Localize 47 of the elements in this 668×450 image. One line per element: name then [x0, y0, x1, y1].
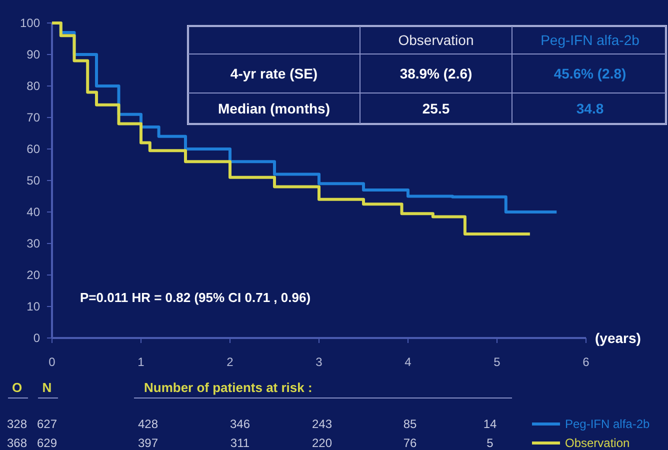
text: 5	[486, 436, 494, 450]
x-tick-label: 4	[404, 355, 412, 369]
y-tick-label: 30	[26, 236, 40, 250]
annotation: 4-yr rate (SE)	[230, 66, 318, 82]
x-tick-label: 5	[494, 355, 501, 369]
y-tick-label: 40	[26, 205, 40, 219]
annotation: Median (months)	[218, 100, 330, 116]
text: 328	[6, 417, 28, 431]
text: 368	[6, 436, 28, 450]
text: N	[42, 380, 52, 395]
annotation: 25.5	[422, 100, 450, 116]
y-tick-label: 100	[20, 16, 40, 30]
legend-label: Peg-IFN alfa-2b	[565, 417, 650, 431]
y-tick-label: 0	[33, 331, 40, 345]
text: 311	[230, 436, 250, 450]
x-tick-label: 3	[316, 355, 323, 369]
x-tick-label: 6	[582, 355, 590, 369]
y-tick-label: 20	[26, 268, 40, 282]
text: 397	[138, 436, 158, 450]
y-tick-label: 60	[26, 142, 40, 156]
y-tick-label: 50	[26, 174, 40, 188]
text: 346	[230, 417, 250, 431]
y-tick-label: 90	[26, 48, 40, 62]
x-tick-label: 0	[48, 355, 56, 369]
text: 428	[138, 417, 158, 431]
legend-label: Observation	[565, 436, 630, 450]
annotation: P=0.011 HR = 0.82 (95% CI 0.71 , 0.96)	[80, 290, 311, 305]
text: 76	[403, 436, 417, 450]
text: O	[12, 380, 22, 395]
text: 85	[403, 417, 417, 431]
y-tick-label: 70	[26, 110, 40, 124]
text: 629	[36, 436, 58, 450]
x-tick-label: 1	[138, 355, 145, 369]
x-tick-label: 2	[226, 355, 234, 369]
annotation: 34.8	[576, 100, 604, 116]
annotation: 38.9% (2.6)	[400, 66, 472, 82]
annotation: Observation	[398, 32, 474, 48]
text: 243	[312, 417, 332, 431]
text: 627	[36, 417, 58, 431]
x-axis-title: (years)	[595, 330, 641, 346]
y-tick-label: 10	[26, 300, 40, 314]
annotation: Peg-IFN alfa-2b	[540, 32, 640, 48]
annotation: 45.6% (2.8)	[554, 66, 626, 82]
text: 14	[483, 417, 497, 431]
text: 220	[312, 436, 332, 450]
y-tick-label: 80	[26, 79, 40, 93]
text: Number of patients at risk :	[144, 380, 312, 395]
